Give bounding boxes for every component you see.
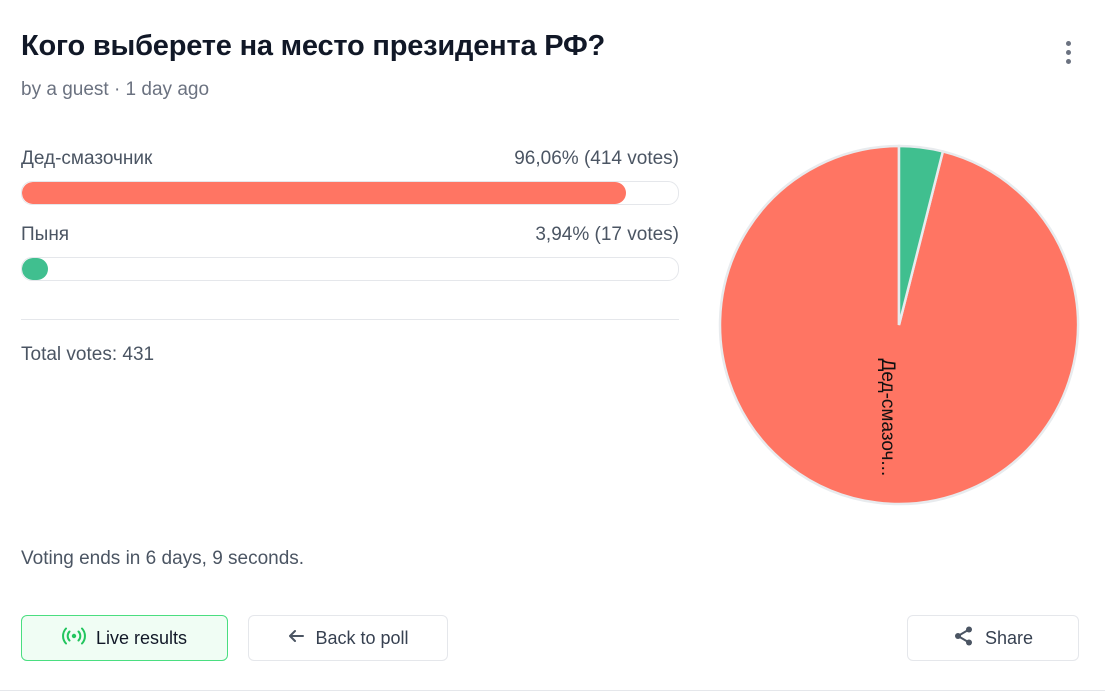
total-votes: Total votes: 431 xyxy=(21,344,155,365)
result-bar-track xyxy=(21,181,679,205)
option-result: 96,06% (414 votes) xyxy=(514,148,679,169)
pie-chart-svg: Дед-смазоч... xyxy=(718,144,1080,506)
poll-meta: by a guest · 1 day ago xyxy=(21,79,210,100)
share-label: Share xyxy=(984,627,1034,648)
pie-slice-label: Дед-смазоч... xyxy=(877,359,898,477)
arrow-left-icon xyxy=(287,628,305,649)
option-result-2: Пыня 3,94% (17 votes) xyxy=(21,223,679,281)
share-icon xyxy=(953,625,975,652)
live-results-button[interactable]: Live results xyxy=(21,615,228,661)
back-to-poll-button[interactable]: Back to poll xyxy=(248,615,448,661)
option-result: 3,94% (17 votes) xyxy=(535,224,679,245)
result-bar-fill xyxy=(22,182,627,204)
live-results-label: Live results xyxy=(95,627,188,648)
results-pie-chart: Дед-смазоч... xyxy=(716,142,1082,508)
kebab-menu-icon[interactable] xyxy=(1056,38,1080,66)
option-label: Пыня xyxy=(21,224,70,245)
option-label: Дед-смазочник xyxy=(21,148,153,169)
result-bar-fill xyxy=(22,258,48,280)
voting-ends-text: Voting ends in 6 days, 9 seconds. xyxy=(21,548,305,569)
pie-slice-2 xyxy=(897,144,945,326)
poll-title: Кого выберете на место президента РФ? xyxy=(21,30,606,62)
back-to-poll-label: Back to poll xyxy=(315,627,409,648)
option-result-1: Дед-смазочник 96,06% (414 votes) xyxy=(21,147,679,205)
broadcast-icon xyxy=(62,627,86,650)
bottom-border xyxy=(0,690,1105,691)
share-button[interactable]: Share xyxy=(907,615,1079,661)
result-bar-track xyxy=(21,257,679,281)
divider xyxy=(21,319,679,320)
